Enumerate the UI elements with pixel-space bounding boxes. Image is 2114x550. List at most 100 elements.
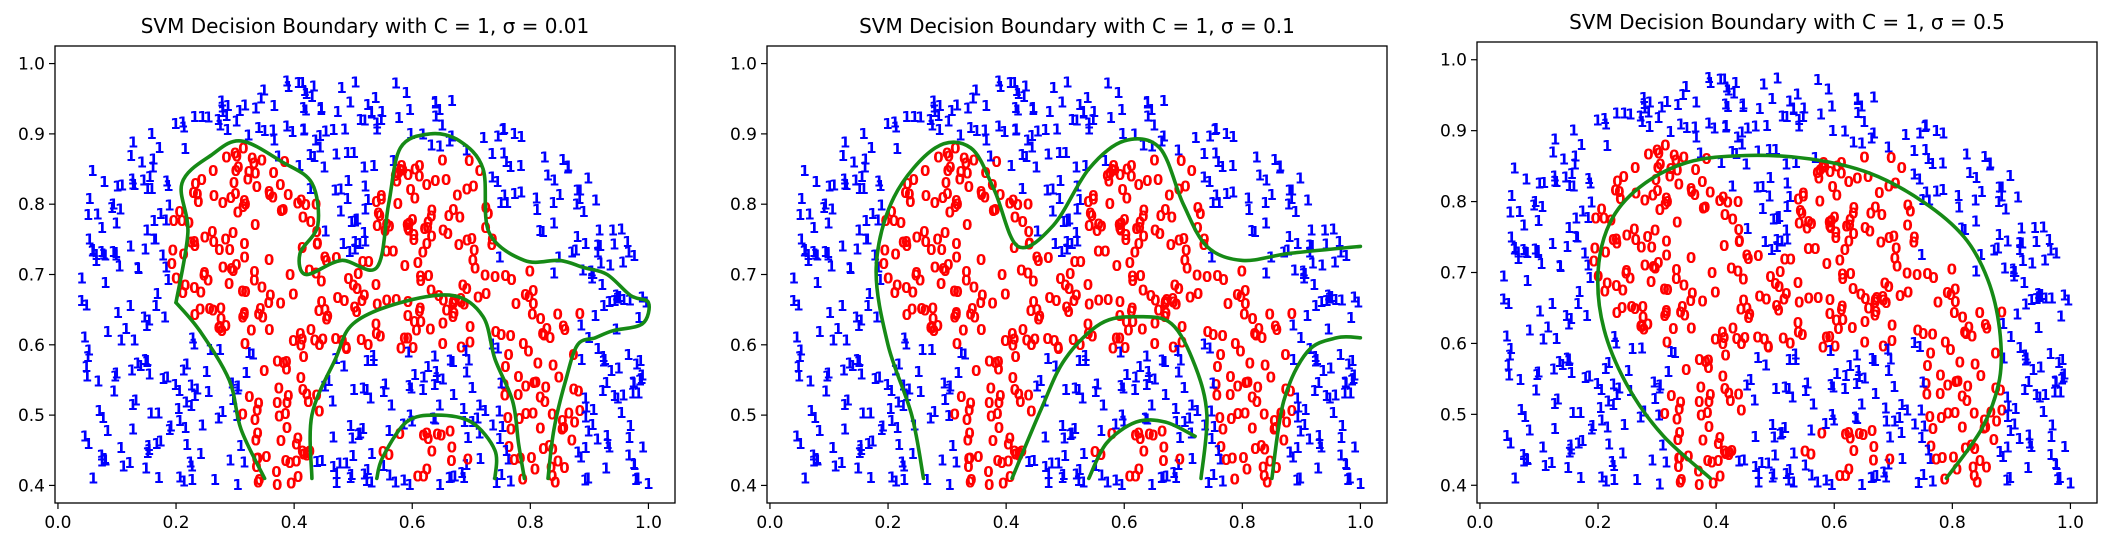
point-class-0: 0 (557, 420, 567, 438)
point-class-0: 0 (264, 251, 274, 269)
point-class-1: 1 (814, 422, 824, 440)
point-class-1: 1 (429, 348, 439, 366)
point-class-0: 0 (1014, 444, 1024, 462)
point-class-1: 1 (562, 160, 572, 178)
point-class-0: 0 (1225, 368, 1235, 386)
point-class-0: 0 (216, 300, 226, 318)
point-class-0: 0 (1240, 282, 1250, 300)
point-class-0: 0 (1174, 232, 1184, 250)
point-class-0: 0 (533, 355, 543, 373)
point-class-1: 1 (586, 263, 596, 281)
point-class-1: 1 (1071, 158, 1081, 176)
point-class-0: 0 (1870, 199, 1880, 217)
point-class-1: 1 (1995, 443, 2005, 461)
point-class-1: 1 (1753, 349, 1763, 367)
point-class-1: 1 (1058, 466, 1068, 484)
point-class-1: 1 (359, 224, 369, 242)
point-class-1: 1 (149, 212, 159, 230)
point-class-0: 0 (1602, 275, 1612, 293)
point-class-1: 1 (1288, 317, 1298, 335)
point-class-1: 1 (946, 102, 956, 120)
point-class-1: 1 (1997, 179, 2007, 197)
point-class-0: 0 (228, 262, 238, 280)
point-class-1: 1 (459, 469, 469, 487)
point-class-1: 1 (1608, 376, 1618, 394)
point-class-0: 0 (285, 266, 295, 284)
point-class-1: 1 (1882, 341, 1892, 359)
point-class-1: 1 (1564, 177, 1574, 195)
point-class-1: 1 (877, 418, 887, 436)
point-class-0: 0 (438, 315, 448, 333)
point-class-0: 0 (291, 435, 301, 453)
point-class-0: 0 (1976, 367, 1986, 385)
point-class-0: 0 (499, 376, 509, 394)
point-class-0: 0 (1012, 196, 1022, 214)
point-class-1: 1 (1758, 75, 1768, 93)
subplot-title: SVM Decision Boundary with C = 1, σ = 0.… (859, 14, 1295, 38)
point-class-1: 1 (588, 265, 598, 283)
point-class-1: 1 (1551, 173, 1561, 191)
point-class-1: 1 (434, 396, 444, 414)
point-class-0: 0 (998, 475, 1008, 493)
point-class-1: 1 (539, 149, 549, 167)
point-class-1: 1 (1555, 257, 1565, 275)
point-class-0: 0 (890, 246, 900, 264)
x-tick-label: 0.8 (1939, 513, 1966, 533)
point-class-0: 0 (1218, 421, 1228, 439)
point-class-1: 1 (1770, 447, 1780, 465)
point-class-0: 0 (474, 162, 484, 180)
point-class-0: 0 (1950, 293, 1960, 311)
point-class-1: 1 (349, 381, 359, 399)
point-class-1: 1 (612, 290, 622, 308)
point-class-0: 0 (221, 148, 231, 166)
point-class-0: 0 (293, 468, 303, 486)
point-class-0: 0 (1254, 320, 1264, 338)
x-tick-label: 0.0 (756, 513, 783, 533)
point-class-1: 1 (962, 100, 972, 118)
point-class-0: 0 (1975, 452, 1985, 470)
point-class-0: 0 (1233, 405, 1243, 423)
point-class-0: 0 (545, 329, 555, 347)
point-class-0: 0 (297, 443, 307, 461)
point-class-1: 1 (1254, 167, 1264, 185)
point-class-0: 0 (1922, 357, 1932, 375)
point-class-1: 1 (2055, 383, 2065, 401)
point-class-1: 1 (142, 221, 152, 239)
point-class-0: 0 (1863, 300, 1873, 318)
data-points: 1010011011001011110110011111000111101111… (788, 73, 1365, 495)
point-class-1: 1 (2046, 446, 2056, 464)
point-class-0: 0 (1137, 321, 1147, 339)
point-class-0: 0 (1212, 267, 1222, 285)
point-class-1: 1 (792, 428, 802, 446)
point-class-1: 1 (426, 136, 436, 154)
point-class-1: 1 (363, 191, 373, 209)
point-class-0: 0 (1997, 401, 2007, 419)
point-class-1: 1 (1208, 466, 1218, 484)
point-class-0: 0 (524, 288, 534, 306)
point-class-1: 1 (1583, 209, 1593, 227)
point-class-1: 1 (838, 362, 848, 380)
point-class-1: 1 (929, 93, 939, 111)
point-class-1: 1 (1678, 86, 1688, 104)
point-class-1: 1 (531, 190, 541, 208)
x-tick: 1.0 (2057, 503, 2084, 533)
point-class-0: 0 (1225, 386, 1235, 404)
point-class-1: 1 (153, 405, 163, 423)
point-class-1: 1 (369, 157, 379, 175)
point-class-1: 1 (853, 317, 863, 335)
point-class-1: 1 (256, 90, 266, 108)
point-class-1: 1 (1054, 190, 1064, 208)
point-class-1: 1 (155, 205, 165, 223)
point-class-0: 0 (1797, 326, 1807, 344)
point-class-0: 0 (1160, 201, 1170, 219)
point-class-0: 0 (1611, 277, 1621, 295)
point-class-0: 0 (449, 291, 459, 309)
point-class-1: 1 (149, 230, 159, 248)
point-class-1: 1 (1564, 352, 1574, 370)
point-class-0: 0 (898, 233, 908, 251)
point-class-0: 0 (448, 293, 458, 311)
point-class-0: 0 (249, 155, 259, 173)
point-class-1: 1 (1009, 74, 1019, 92)
point-class-1: 1 (1300, 401, 1310, 419)
point-class-0: 0 (426, 207, 436, 225)
